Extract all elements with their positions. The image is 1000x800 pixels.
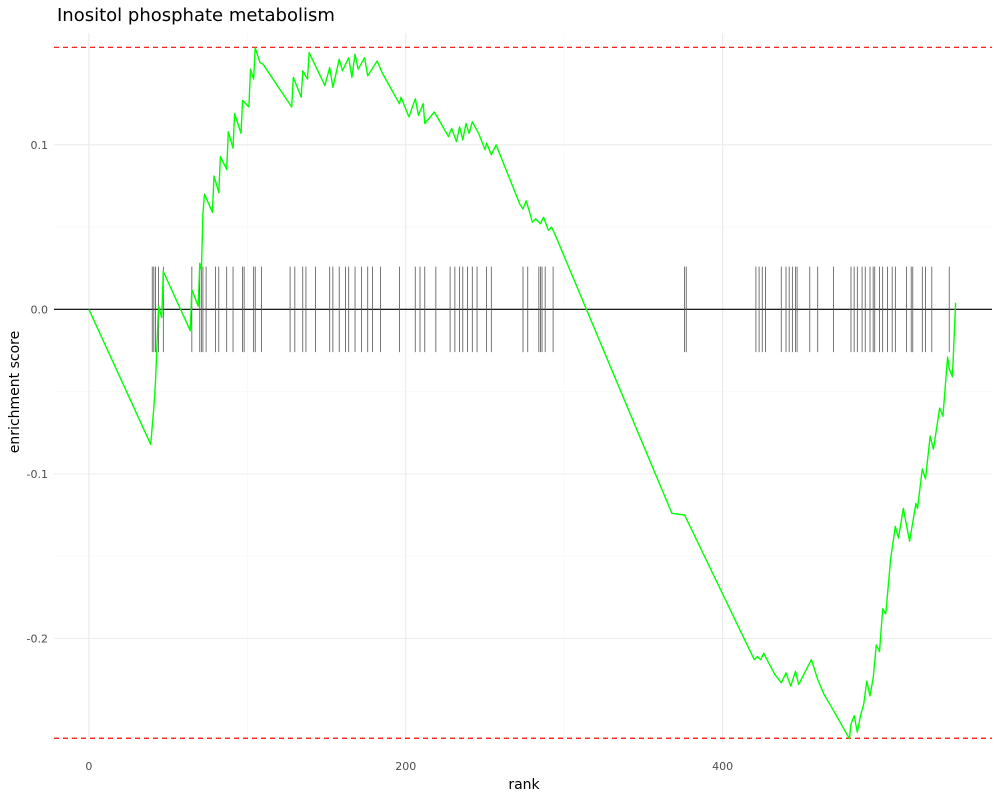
chart-title: Inositol phosphate metabolism	[57, 5, 335, 26]
x-tick-label: 200	[395, 760, 416, 773]
series-layer	[88, 47, 957, 740]
y-tick-label: -0.1	[27, 468, 48, 481]
running-es-line	[88, 47, 957, 740]
y-axis-label: enrichment score	[7, 331, 23, 453]
x-tick-label: 0	[85, 760, 92, 773]
x-axis-label: rank	[508, 777, 540, 793]
y-axis-ticks: -0.2 -0.1 0.0 0.1	[27, 139, 48, 646]
gene-hit-ticks	[151, 266, 950, 353]
x-tick-label: 400	[712, 760, 733, 773]
y-tick-label: 0.0	[31, 303, 49, 316]
gridlines	[54, 33, 992, 742]
y-tick-label: -0.2	[27, 632, 48, 645]
y-tick-label: 0.1	[31, 139, 49, 152]
x-axis-ticks: 0 200 400	[85, 760, 733, 773]
reference-lines	[54, 46, 992, 739]
